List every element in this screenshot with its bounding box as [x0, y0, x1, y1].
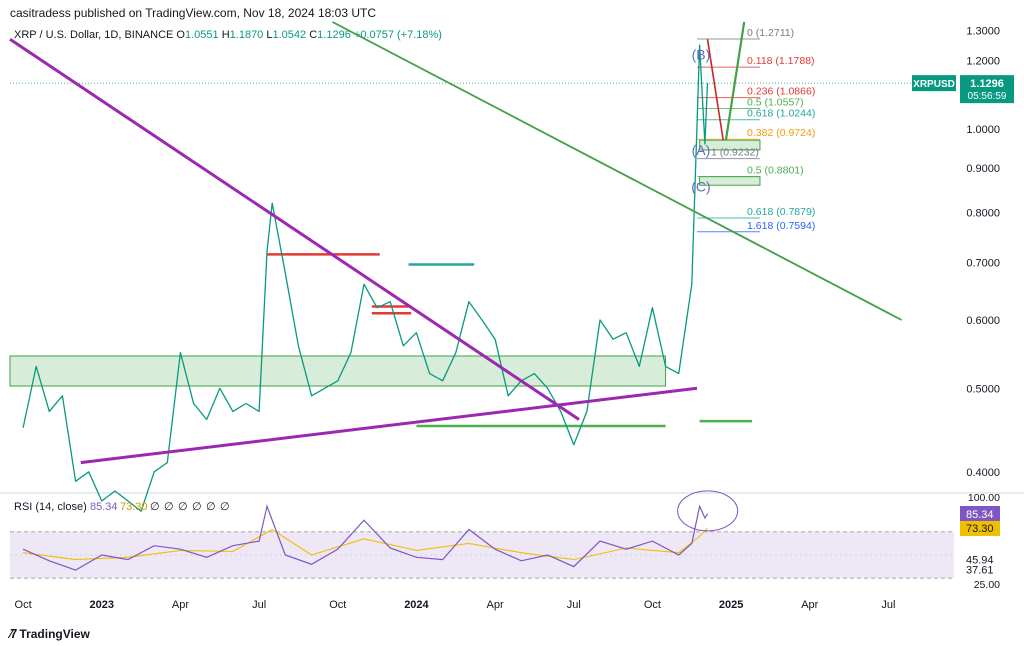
time-tick-6: Apr	[487, 599, 504, 611]
symbol-badge-text: XRPUSD	[913, 79, 955, 90]
fib-label-1: 0.118 (1.1788)	[747, 55, 815, 67]
rsi-badge-text-2: 45.94	[966, 555, 994, 567]
low-value: 1.0542	[272, 29, 307, 41]
time-tick-0: Oct	[15, 599, 32, 611]
open-label: O	[176, 29, 185, 41]
price-tick-1: 1.2000	[966, 56, 1000, 68]
tradingview-logo[interactable]: ⁄7 TradingView	[10, 626, 90, 641]
time-tick-11: Jul	[881, 599, 895, 611]
symbol-header: XRP / U.S. Dollar, 1D, BINANCE O1.0551 H…	[14, 29, 442, 41]
wave-label-1: (A)	[692, 142, 711, 158]
price-tick-4: 0.9000	[966, 163, 1000, 175]
rsi-highlight-circle	[677, 490, 739, 532]
price-tick-7: 0.6000	[966, 315, 1000, 327]
time-tick-8: Oct	[644, 599, 661, 611]
close-value: 1.1296	[317, 29, 351, 41]
rsi-legend-value-0: 85.34	[90, 501, 118, 513]
high-label: H	[221, 29, 230, 41]
rsi-legend-value-2: ∅	[150, 501, 160, 513]
time-tick-3: Jul	[252, 599, 266, 611]
fib-label-9: 1.618 (0.7594)	[747, 220, 815, 232]
fib-label-4: 0.618 (1.0244)	[747, 108, 815, 120]
rsi-legend-value-5: ∅	[192, 501, 202, 513]
support-trendline	[80, 386, 698, 465]
price-tick-0: 1.3000	[966, 26, 1000, 38]
fib-label-7: 0.5 (0.8801)	[747, 165, 804, 177]
time-tick-9: 2025	[719, 599, 743, 611]
fib-label-2: 0.236 (1.0866)	[747, 86, 815, 98]
rsi-legend-value-1: 73.30	[120, 501, 148, 513]
price-line	[22, 44, 709, 512]
time-tick-1: 2023	[90, 599, 114, 611]
rsi-legend-value-3: ∅	[164, 501, 174, 513]
time-tick-7: Jul	[567, 599, 581, 611]
rsi-legend-value-7: ∅	[220, 501, 230, 513]
price-tick-9: 0.4000	[966, 467, 1000, 479]
open-value: 1.0551	[184, 29, 219, 41]
countdown-value: 05:56:59	[968, 91, 1007, 102]
rsi-line	[22, 504, 708, 571]
resistance-trendline	[9, 38, 580, 421]
price-tick-5: 0.8000	[966, 207, 1000, 219]
tradingview-logo-icon: ⁄7	[10, 626, 18, 641]
last-price-value: 1.1296	[970, 78, 1004, 90]
footer-brand: TradingView	[19, 627, 90, 641]
price-tick-3: 1.0000	[966, 124, 1000, 136]
price-tick-8: 0.5000	[966, 383, 1000, 395]
rsi-legend-value-4: ∅	[178, 501, 188, 513]
wave-label-0: (B)	[692, 46, 711, 62]
rsi-tick-1: 25.00	[974, 579, 1000, 591]
support-zone-1	[699, 139, 761, 151]
projection-down-arrow	[706, 39, 724, 141]
change-value: +0.0757 (+7.18%)	[353, 29, 442, 41]
fib-label-8: 0.618 (0.7879)	[747, 206, 815, 218]
rsi-badge-1	[960, 520, 1000, 536]
price-tick-6: 0.7000	[966, 257, 1000, 269]
publisher-line: casitradess published on TradingView.com…	[10, 6, 376, 20]
wave-label-2: (C)	[691, 179, 710, 195]
symbol-badge	[912, 75, 956, 92]
fib-label-0: 0 (1.2711)	[747, 27, 794, 39]
rsi-badge-text-1: 73.30	[966, 523, 994, 535]
close-label: C	[309, 29, 318, 41]
symbol-label[interactable]: XRP / U.S. Dollar, 1D, BINANCE	[14, 29, 174, 41]
last-price-badge	[960, 75, 1014, 104]
rsi-badge-text-3: 37.61	[966, 564, 994, 576]
time-tick-10: Apr	[801, 599, 818, 611]
projection-line	[724, 21, 746, 141]
low-label: L	[266, 29, 273, 41]
rsi-tick-0: 100.00	[968, 492, 1000, 504]
rsi-title: RSI (14, close)	[14, 501, 87, 513]
fib-label-3: 0.5 (1.0557)	[747, 96, 804, 108]
time-tick-5: 2024	[404, 599, 429, 611]
fib-label-6: 1 (0.9232)	[711, 147, 759, 159]
time-tick-4: Oct	[329, 599, 346, 611]
rsi-ma-line	[23, 527, 708, 561]
rsi-legend-value-6: ∅	[206, 501, 216, 513]
high-value: 1.1870	[229, 29, 264, 41]
rsi-badge-0	[960, 506, 1000, 522]
green-trendline	[332, 21, 903, 321]
rsi-badge-text-0: 85.34	[966, 509, 994, 521]
fib-label-5: 0.382 (0.9724)	[747, 127, 815, 139]
time-tick-2: Apr	[172, 599, 189, 611]
